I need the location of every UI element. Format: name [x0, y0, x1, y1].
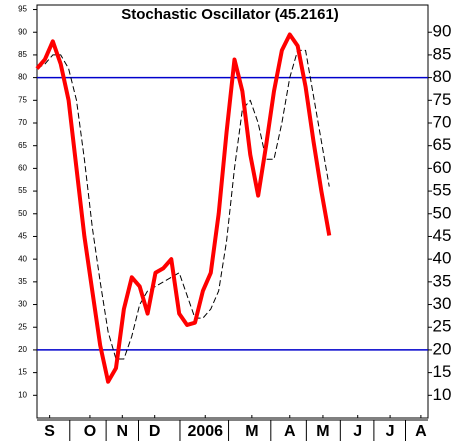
y2-tick-label: 15	[433, 362, 452, 381]
y-tick-label: 70	[18, 118, 27, 127]
y-tick-label: 35	[18, 277, 27, 286]
x-tick-label: M	[245, 423, 258, 440]
y2-tick-label: 55	[433, 181, 452, 200]
y2-tick-label: 25	[433, 317, 452, 336]
y-tick-label: 15	[18, 368, 27, 377]
y-tick-label: 50	[18, 209, 27, 218]
y-tick-label: 45	[18, 232, 27, 241]
y-tick-label: 10	[18, 390, 27, 399]
y2-tick-label: 75	[433, 90, 452, 109]
y-tick-label: 30	[18, 300, 27, 309]
y2-tick-label: 35	[433, 271, 452, 290]
x-tick-label: D	[149, 423, 161, 440]
y2-tick-label: 10	[433, 385, 452, 404]
y2-tick-label: 70	[433, 112, 452, 131]
y-tick-label: 90	[18, 27, 27, 36]
x-tick-label: O	[84, 423, 96, 440]
y-tick-label: 60	[18, 163, 27, 172]
y2-tick-label: 20	[433, 339, 452, 358]
y2-tick-label: 85	[433, 44, 452, 63]
y2-tick-label: 40	[433, 249, 452, 268]
y2-tick-label: 90	[433, 22, 452, 41]
y-tick-label: 65	[18, 141, 27, 150]
y-tick-label: 25	[18, 322, 27, 331]
x-tick-label: A	[415, 423, 427, 440]
y-tick-label: 85	[18, 50, 27, 59]
y-tick-label: 80	[18, 73, 27, 82]
y2-tick-label: 45	[433, 226, 452, 245]
y-tick-label: 40	[18, 254, 27, 263]
y2-tick-label: 65	[433, 135, 452, 154]
y-tick-label: 55	[18, 186, 27, 195]
x-tick-label: 2006	[187, 423, 223, 440]
x-tick-label: J	[353, 423, 362, 440]
x-tick-label: A	[284, 423, 296, 440]
y-tick-label: 75	[18, 95, 27, 104]
y-tick-label: 95	[18, 5, 27, 14]
x-tick-label: M	[316, 423, 329, 440]
chart-title: Stochastic Oscillator (45.2161)	[121, 6, 339, 23]
series-line	[35, 32, 332, 384]
y-tick-label: 20	[18, 345, 27, 354]
x-tick-label: J	[386, 423, 395, 440]
y2-tick-label: 30	[433, 294, 452, 313]
y2-tick-label: 60	[433, 158, 452, 177]
y2-tick-label: 80	[433, 67, 452, 86]
x-tick-label: S	[44, 423, 55, 440]
x-tick-label: N	[117, 423, 129, 440]
y2-tick-label: 50	[433, 203, 452, 222]
series-line	[36, 49, 330, 360]
